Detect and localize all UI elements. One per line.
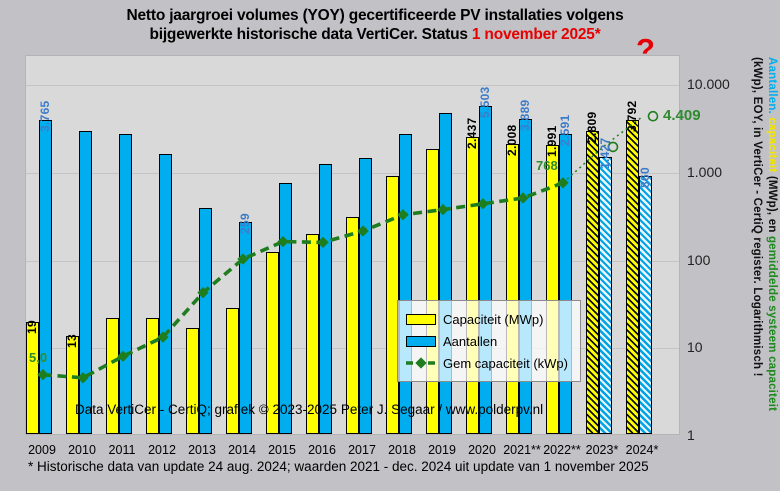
avg-value-label: 4.409: [663, 107, 701, 125]
x-tick-2019: 2019: [428, 443, 456, 457]
avg-point-estimate-circle: [607, 141, 619, 153]
avg-point-diamond: [357, 225, 369, 237]
bar-capaciteit-2024: [626, 120, 639, 434]
value-label-capaciteit-2009: 19: [25, 319, 39, 334]
value-label-capaciteit-2020: 2.437: [465, 117, 479, 149]
value-label-aantallen-2009: 3.765: [38, 100, 52, 133]
bar-aantallen-2023: [599, 157, 612, 434]
x-tick-2009: 2009: [28, 443, 56, 457]
x-tick-2018: 2018: [388, 443, 416, 457]
y-tick-1: 1: [687, 427, 695, 443]
x-tick-2010: 2010: [68, 443, 96, 457]
value-label-aantallen-2023: 1.427: [598, 137, 612, 170]
avg-point-diamond: [197, 287, 209, 299]
value-label-capaciteit-2022: 1.991: [545, 124, 559, 157]
x-tick-2023: 2023*: [585, 443, 619, 457]
footnote: * Historische data van update 24 aug. 20…: [28, 459, 649, 474]
x-tick-2024: 2024*: [625, 443, 659, 457]
chart-title-line2: bijgewerkte historische data VertiCer. S…: [149, 26, 601, 43]
blue-bar-swatch-icon: [406, 335, 436, 347]
avg-point-diamond: [437, 203, 449, 216]
right-axis-title: Aantallen. capaciteit (MWp), en gemiddel…: [749, 57, 779, 449]
avg-line-segment: [562, 115, 644, 184]
avg-point-diamond: [317, 236, 329, 249]
y-tick-10000: 10.000: [687, 76, 730, 92]
copyright-watermark: Data VertiCer - CertiQ; grafiek © 2023-2…: [75, 402, 544, 417]
x-tick-2014: 2014: [228, 443, 256, 457]
bar-aantallen-2009: [39, 120, 52, 434]
x-tick-2021: 2021**: [503, 443, 541, 457]
bar-aantallen-2012: [159, 154, 172, 434]
green-dash-line-swatch-icon: [406, 357, 436, 369]
bar-aantallen-2013: [199, 208, 212, 434]
bar-capaciteit-2013: [186, 328, 199, 434]
chart-title-line1: Netto jaargroei volumes (YOY) gecertific…: [126, 7, 624, 24]
chart-title: Netto jaargroei volumes (YOY) gecertific…: [0, 6, 750, 44]
value-label-capaciteit-2023: 2.809: [585, 111, 599, 144]
x-tick-2022: 2022**: [543, 443, 581, 457]
value-label-capaciteit-2024: 3.792: [625, 100, 639, 132]
bar-capaciteit-2009: [26, 322, 39, 434]
y-tick-100: 100: [687, 251, 711, 268]
avg-point-diamond: [517, 192, 529, 204]
bar-aantallen-2014: [239, 222, 252, 434]
bar-capaciteit-2012: [146, 318, 159, 434]
bar-capaciteit-2010: [66, 336, 79, 434]
x-tick-2011: 2011: [108, 443, 136, 457]
value-label-aantallen-2024: 860: [638, 167, 652, 189]
bar-aantallen-2016: [319, 164, 332, 434]
gridline-10000: [26, 85, 679, 86]
right-axis-title-line2: (kWp), EOY, in VertiCer - CertiQ registe…: [751, 57, 763, 377]
avg-capacity-line: [37, 110, 659, 384]
avg-value-label: 768: [536, 157, 558, 173]
y-tick-10: 10: [687, 339, 703, 356]
x-tick-2016: 2016: [308, 443, 336, 457]
value-label-capaciteit-2021: 2.008: [505, 124, 519, 157]
avg-point-diamond: [277, 235, 289, 248]
x-tick-2015: 2015: [268, 443, 296, 457]
x-tick-2013: 2013: [188, 443, 216, 457]
plot-area: 19 3.765 13 259 2.437 5.503 2.008 3.889 1.991 2.5…: [25, 55, 701, 435]
x-tick-2012: 2012: [148, 443, 176, 457]
avg-point-diamond: [157, 331, 169, 343]
avg-point-diamond: [237, 253, 249, 265]
value-label-aantallen-2020: 5.503: [478, 86, 492, 118]
legend-item-aantallen: Aantallen: [406, 330, 572, 352]
legend: Capaciteit (MWp) Aantallen Gem capacitei…: [397, 300, 581, 382]
avg-line-segment: [42, 181, 564, 380]
avg-point-diamond: [477, 198, 489, 210]
avg-point-diamond: [37, 369, 49, 381]
avg-point-diamond: [397, 209, 409, 221]
gridline-1000: [26, 173, 679, 174]
yellow-bar-swatch-icon: [406, 313, 436, 325]
bar-capaciteit-2016: [306, 234, 319, 434]
chart-title-status-date: 1 november 2025*: [471, 26, 601, 43]
value-label-aantallen-2022: 2.591: [558, 114, 572, 147]
y-tick-1000: 1.000: [687, 163, 723, 180]
bar-capaciteit-2023: [586, 131, 599, 434]
value-label-aantallen-2021: 3.889: [518, 99, 532, 131]
bar-capaciteit-2014: [226, 308, 239, 434]
bar-capaciteit-2017: [346, 217, 359, 434]
avg-point-estimate-circle: [647, 110, 659, 122]
right-axis-title-line1: Aantallen. capaciteit (MWp), en gemiddel…: [766, 57, 778, 412]
legend-item-capaciteit: Capaciteit (MWp): [406, 308, 572, 330]
value-label-capaciteit-2010: 13: [65, 334, 79, 349]
bar-capaciteit-2011: [106, 318, 119, 434]
x-tick-2020: 2020: [468, 443, 496, 457]
bar-capaciteit-2015: [266, 252, 279, 434]
bar-aantallen-2010: [79, 131, 92, 434]
x-tick-2017: 2017: [348, 443, 376, 457]
bar-aantallen-2024: [639, 176, 652, 434]
value-label-aantallen-2014: 259: [238, 213, 252, 235]
avg-value-label: 5,0: [29, 349, 48, 365]
legend-item-gem-capaciteit: Gem capaciteit (kWp): [406, 352, 572, 374]
